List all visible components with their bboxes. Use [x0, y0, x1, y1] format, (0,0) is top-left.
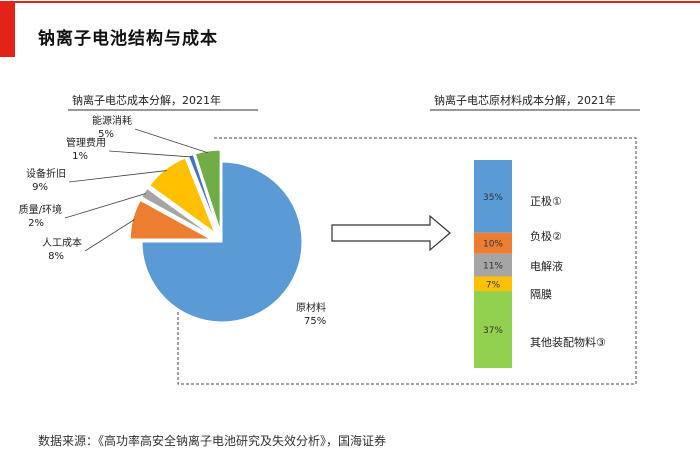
bar-segment-value: 35%: [483, 193, 503, 203]
data-source-note: 数据来源：《高功率高安全钠离子电池研究及失效分析》，国海证券: [38, 434, 387, 448]
pie-leader-line: [84, 219, 135, 252]
pie-chart: [129, 149, 303, 323]
stacked-bar-chart: 35% 正极① 10% 负极② 11% 电解液 7% 隔膜 37% 其他装配物料③: [474, 160, 606, 368]
page-title: 钠离子电池结构与成本: [38, 29, 218, 49]
top-red-rule: [0, 1, 700, 3]
pie-slice-label: 人工成本: [42, 236, 82, 249]
pie-slice-label: 设备折旧: [26, 167, 66, 180]
pie-slice-label: 能源消耗: [92, 114, 132, 127]
bar-segment: [474, 232, 512, 254]
pie-leader-line: [134, 128, 208, 154]
bar-segment-value: 10%: [483, 240, 503, 250]
bar-segment-value: 7%: [486, 280, 501, 290]
right-arrow-icon: [331, 214, 451, 252]
bar-segment-label: 正极①: [530, 194, 562, 208]
pie-leader-line: [108, 150, 192, 158]
pie-leader-line: [68, 170, 167, 183]
bar-segment-label: 电解液: [530, 259, 563, 273]
bar-segment: [474, 160, 512, 233]
pie-title: 钠离子电芯成本分解，2021年: [72, 93, 221, 107]
pie-slice-value: 9%: [32, 182, 48, 193]
bar-segment-label: 其他装配物料③: [530, 335, 606, 349]
pie-slice: [141, 161, 303, 323]
bar-segment: [474, 253, 512, 277]
pie-slice-label: 管理费用: [66, 136, 106, 149]
bar-segment-value: 11%: [483, 262, 503, 272]
pie-slice-value: 75%: [304, 316, 326, 327]
bar-segment-value: 37%: [483, 326, 503, 336]
pie-slice: [141, 187, 213, 237]
pie-slice: [187, 153, 219, 231]
bar-segment: [474, 291, 512, 368]
bar-segment-label: 隔膜: [530, 288, 552, 301]
pie-slice-value: 1%: [72, 151, 88, 162]
pie-leader-line: [64, 193, 146, 219]
pie-slice: [194, 149, 221, 231]
bar-segment: [474, 276, 512, 292]
pie-slice-value: 5%: [98, 129, 114, 140]
pie-labels: 原材料 75% 人工成本 8% 质量/环境 2% 设备折旧 9% 管理费用 1% 能源消耗 5%: [19, 114, 327, 327]
bar-segment-label: 负极②: [530, 229, 562, 243]
pie-slice-label: 质量/环境: [19, 203, 62, 216]
pie-slice: [149, 157, 216, 234]
pie-slice-value: 8%: [48, 251, 64, 262]
pie-slice-label: 原材料: [296, 301, 326, 314]
pie-slice: [129, 199, 211, 240]
dashed-callout-frame: [177, 137, 637, 385]
pie-slice-value: 2%: [28, 218, 44, 229]
title-red-marker: [0, 3, 15, 57]
bar-title: 钠离子电芯原材料成本分解，2021年: [434, 93, 616, 107]
